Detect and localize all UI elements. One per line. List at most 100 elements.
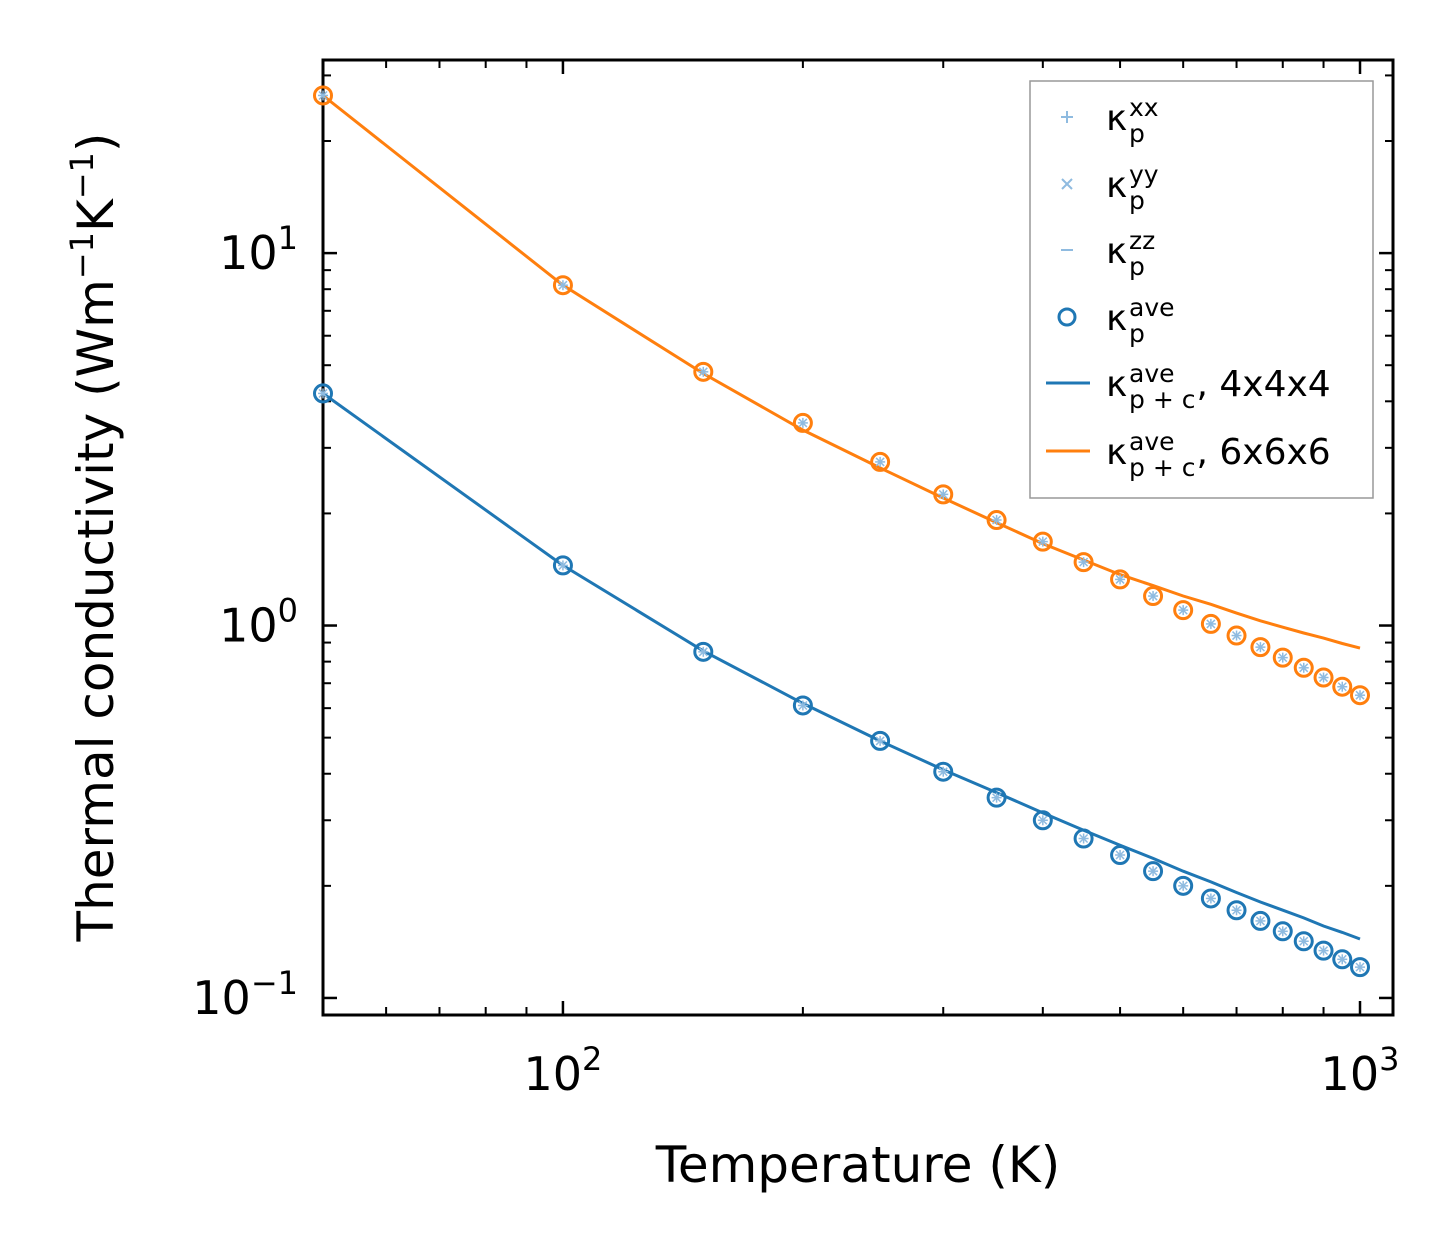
legend-label-sub: p xyxy=(1129,186,1145,215)
kappa-ave-point xyxy=(870,730,891,751)
legend-label-suffix: , 6x6x6 xyxy=(1196,432,1330,473)
legend-label: κ xyxy=(1106,298,1127,339)
kappa-ave-point xyxy=(1173,600,1194,621)
tick-labels: 102 103 10−1 100 101 xyxy=(192,219,1399,1101)
legend-label-sup: ave xyxy=(1129,293,1175,322)
kappa-yy-marker xyxy=(698,367,708,377)
kappa-ave-point xyxy=(1226,900,1247,921)
kappa-ave-point xyxy=(1143,861,1164,882)
kappa-yy-marker xyxy=(1206,619,1216,629)
kappa-yy-marker xyxy=(875,457,885,467)
legend-label-sub: p xyxy=(1129,319,1145,348)
legend-label: κ xyxy=(1106,364,1127,405)
kappa-yy-marker xyxy=(1255,642,1265,652)
series-line-6x6x6 xyxy=(322,94,1361,650)
kappa-yy-marker xyxy=(1038,537,1048,547)
kappa-yy-marker xyxy=(1319,946,1329,956)
kappa-yy-marker xyxy=(1278,926,1288,936)
axis-ticks xyxy=(322,60,1393,1015)
series-lines xyxy=(322,94,1361,941)
kappa-ave-point xyxy=(933,761,954,782)
legend-label-sub: p xyxy=(1129,252,1145,281)
kappa-yy-marker xyxy=(1038,815,1048,825)
kappa-ave-point xyxy=(933,484,954,505)
kappa-ave-point xyxy=(986,510,1007,531)
kappa-ave-point xyxy=(552,555,573,576)
legend-label-sup: ave xyxy=(1129,359,1175,388)
kappa-yy-marker xyxy=(1337,954,1347,964)
kappa-yy-marker xyxy=(1178,605,1188,615)
kappa-yy-marker xyxy=(1148,591,1158,601)
kappa-ave-point xyxy=(986,787,1007,808)
kappa-ave-point xyxy=(1073,552,1094,573)
kappa-yy-marker xyxy=(1206,893,1216,903)
plot-area xyxy=(313,58,1395,1017)
kappa-yy-marker xyxy=(1337,682,1347,692)
kappa-yy-marker xyxy=(1355,962,1365,972)
legend-label-sub: p + c xyxy=(1129,385,1195,414)
kappa-ave-point xyxy=(1332,676,1353,697)
kappa-yy-marker xyxy=(558,560,568,570)
kappa-ave-point xyxy=(1313,667,1334,688)
kappa-ave-point xyxy=(693,641,714,662)
kappa-yy-marker xyxy=(1255,916,1265,926)
kappa-ave-point xyxy=(792,412,813,433)
kappa-yy-marker xyxy=(798,418,808,428)
kappa-yy-marker xyxy=(318,90,328,101)
kappa-yy-marker xyxy=(1355,690,1365,700)
kappa-ave-point xyxy=(1226,625,1247,646)
kappa-ave-point xyxy=(1272,647,1293,668)
kappa-ave-point xyxy=(1350,957,1371,978)
kappa-ave-point xyxy=(1200,888,1221,909)
kappa-yy-marker xyxy=(1148,866,1158,876)
legend-label-sup: ave xyxy=(1129,427,1175,456)
kappa-ave-point xyxy=(552,275,573,296)
y-tick-label: 10−1 xyxy=(192,964,298,1025)
kappa-ave-point xyxy=(693,361,714,382)
y-tick-label: 100 xyxy=(219,592,298,653)
kappa-ave-point xyxy=(1250,637,1271,658)
kappa-ave-point xyxy=(1313,940,1334,961)
kappa-ave-point xyxy=(1272,921,1293,942)
kappa-yy-marker xyxy=(938,767,948,777)
legend-label: κ xyxy=(1106,98,1127,139)
axes-frame xyxy=(321,58,1395,1017)
kappa-ave-point xyxy=(870,451,891,472)
kappa-yy-marker xyxy=(1232,631,1242,641)
kappa-yy-marker xyxy=(1079,833,1089,844)
kappa-ave-point xyxy=(1250,910,1271,931)
kappa-ave-point xyxy=(1143,586,1164,607)
y-axis-label: Thermal conductivity (Wm−1K−1) xyxy=(63,133,125,943)
legend-marker-cross xyxy=(1061,178,1073,190)
legend-label: κ xyxy=(1106,231,1127,272)
kappa-yy-marker xyxy=(798,700,808,711)
legend-label: κ xyxy=(1106,432,1127,473)
kappa-ave-point xyxy=(1332,949,1353,970)
kappa-yy-marker xyxy=(875,736,885,746)
kappa-yy-marker xyxy=(1232,905,1242,915)
x-tick-label: 103 xyxy=(1321,1040,1400,1101)
kappa-yy-marker xyxy=(1299,663,1309,673)
kappa-yy-marker xyxy=(938,489,948,499)
kappa-ave-point xyxy=(1293,657,1314,678)
kappa-yy-marker xyxy=(1115,850,1125,860)
legend-box xyxy=(1029,80,1374,499)
kappa-yy-marker xyxy=(1178,881,1188,891)
x-axis-label: Temperature (K) xyxy=(655,1136,1060,1194)
kappa-ave-point xyxy=(1173,875,1194,896)
kappa-ave-point xyxy=(1032,810,1053,831)
kappa-ave-point xyxy=(313,383,333,404)
series-points xyxy=(313,85,1371,978)
kappa-yy-marker xyxy=(1079,557,1089,567)
kappa-yy-marker xyxy=(992,515,1002,525)
kappa-ave-point xyxy=(1110,569,1131,590)
kappa-yy-marker xyxy=(1278,653,1288,663)
kappa-ave-point xyxy=(313,85,333,106)
kappa-yy-marker xyxy=(1115,574,1125,584)
kappa-ave-point xyxy=(1073,828,1094,849)
kappa-yy-marker xyxy=(1319,673,1329,683)
legend-label: κ xyxy=(1106,165,1127,206)
legend-label-sup: yy xyxy=(1129,160,1159,189)
